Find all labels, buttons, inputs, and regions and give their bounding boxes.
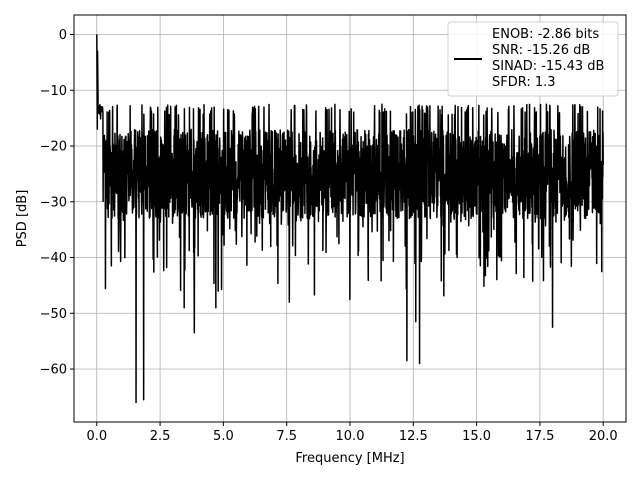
psd-series-line xyxy=(96,34,604,404)
x-tick-label: 17.5 xyxy=(525,429,554,444)
y-tick-label: −20 xyxy=(40,140,67,155)
x-axis-ticks: 0.0 2.5 5.0 7.5 10.0 12.5 15.0 17.5 20.0 xyxy=(86,422,618,444)
y-tick-label: −30 xyxy=(40,195,67,210)
x-tick-label: 12.5 xyxy=(399,429,428,444)
y-tick-label: −40 xyxy=(40,251,67,266)
legend-entry-line: SFDR: 1.3 xyxy=(492,75,556,90)
x-tick-label: 7.5 xyxy=(276,429,297,444)
x-tick-label: 5.0 xyxy=(213,429,234,444)
x-tick-label: 0.0 xyxy=(86,429,107,444)
y-axis-label: PSD [dB] xyxy=(15,190,30,248)
y-tick-label: −50 xyxy=(40,307,67,322)
y-tick-label: −60 xyxy=(40,363,67,378)
y-axis-ticks: 0 −10 −20 −30 −40 −50 −60 xyxy=(40,28,74,378)
series-layer xyxy=(96,34,604,404)
legend-entry-line: SNR: -15.26 dB xyxy=(492,43,590,58)
y-tick-label: 0 xyxy=(59,28,67,43)
y-tick-label: −10 xyxy=(40,84,67,99)
x-tick-label: 20.0 xyxy=(589,429,618,444)
legend-entry-line: SINAD: -15.43 dB xyxy=(492,59,604,74)
legend-box xyxy=(447,21,619,97)
x-tick-label: 10.0 xyxy=(336,429,365,444)
x-axis-label: Frequency [MHz] xyxy=(295,451,404,466)
x-tick-label: 2.5 xyxy=(150,429,171,444)
legend-entry-line: ENOB: -2.86 bits xyxy=(492,27,599,42)
x-tick-label: 15.0 xyxy=(462,429,491,444)
